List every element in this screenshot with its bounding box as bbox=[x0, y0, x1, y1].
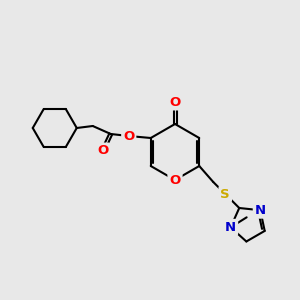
Text: O: O bbox=[169, 95, 181, 109]
Text: O: O bbox=[97, 145, 108, 158]
Text: S: S bbox=[220, 188, 230, 200]
Text: O: O bbox=[169, 173, 181, 187]
Text: N: N bbox=[255, 204, 266, 217]
Text: O: O bbox=[123, 130, 134, 142]
Text: N: N bbox=[225, 221, 236, 234]
